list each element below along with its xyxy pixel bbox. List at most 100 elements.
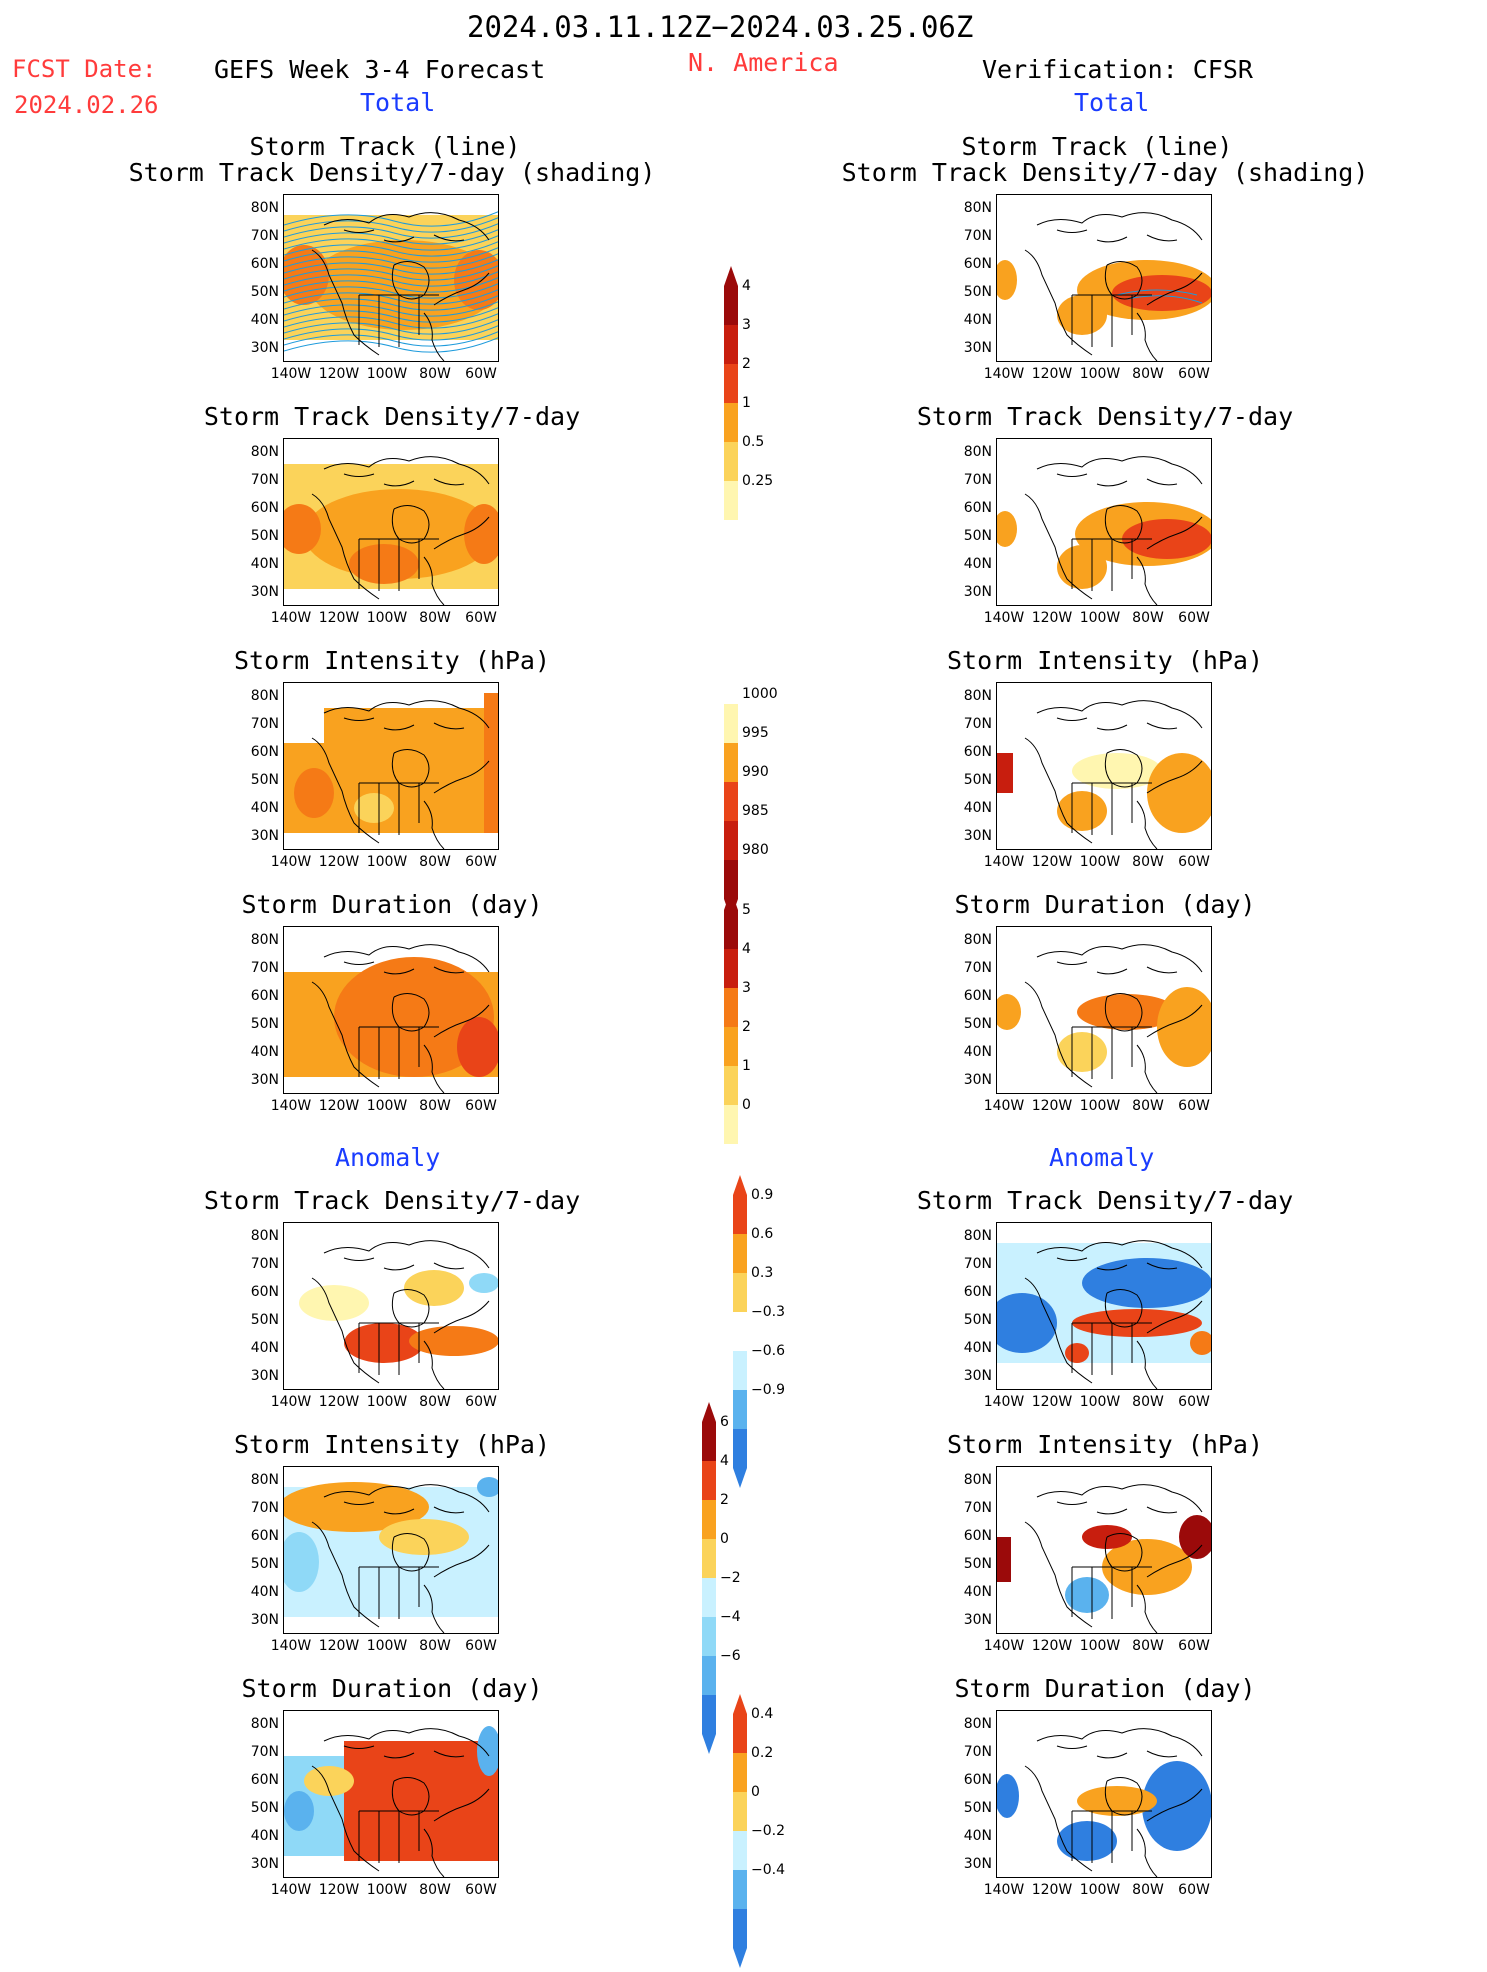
shade-region — [1057, 545, 1107, 589]
map-forecast-intensity-lon-tick: 80W — [419, 854, 451, 870]
colorbar-bottom-arrow — [733, 1948, 747, 1968]
shade-region — [1082, 1258, 1211, 1308]
map-verification-density — [996, 438, 1212, 606]
map-verification-density-lon-tick: 120W — [1031, 610, 1073, 626]
map-verification-intensity-lat-tick: 70N — [963, 716, 992, 732]
colorbar-segment — [724, 821, 738, 860]
map-forecast-density-lat-tick: 40N — [250, 556, 279, 572]
map-forecast-intensity-lon-tick: 100W — [366, 854, 408, 870]
shade-region — [477, 1726, 498, 1776]
map-verification-track-lon-tick: 100W — [1079, 366, 1121, 382]
colorbar-intensity-anom-label: 2 — [720, 1492, 729, 1508]
shade-region — [284, 1482, 429, 1532]
colorbar-segment — [733, 1753, 747, 1792]
map-forecast-density-lon-tick: 140W — [270, 610, 312, 626]
map-verification-intensity-lon-tick: 80W — [1132, 854, 1164, 870]
colorbar-segment — [724, 782, 738, 821]
left-anomaly-label: Anomaly — [335, 1143, 441, 1172]
colorbar-segment — [733, 1390, 747, 1429]
shade-region — [294, 768, 334, 818]
map-forecast-density-anom-lat-tick: 50N — [250, 1312, 279, 1328]
shade-region — [997, 1293, 1057, 1353]
map-forecast-duration-anom-lon-tick: 60W — [465, 1882, 497, 1898]
shade-region — [1112, 275, 1211, 311]
map-verification-density-anom-lon-tick: 140W — [983, 1394, 1025, 1410]
colorbar-segment — [733, 1312, 747, 1351]
colorbar-density-anom-label: 0.3 — [751, 1265, 774, 1281]
map-forecast-intensity-anom-lat-tick: 40N — [250, 1584, 279, 1600]
map-forecast-intensity-anom-lon-tick: 80W — [419, 1638, 451, 1654]
colorbar-duration-anom-label: −0.2 — [751, 1823, 785, 1839]
shade-region — [1077, 1786, 1157, 1816]
colorbar-segment — [724, 286, 738, 325]
colorbar-duration-total-label: 2 — [742, 1019, 751, 1035]
map-verification-intensity-anom-lat-tick: 40N — [963, 1584, 992, 1600]
map-verification-duration-lon-tick: 120W — [1031, 1098, 1073, 1114]
shade-region — [464, 504, 498, 564]
colorbar-intensity-anom-label: −6 — [720, 1648, 741, 1664]
colorbar-segment — [733, 1909, 747, 1948]
map-verification-track-lon-tick: 60W — [1178, 366, 1210, 382]
map-verification-duration-anom — [996, 1710, 1212, 1878]
map-forecast-duration-anom-lat-tick: 30N — [250, 1856, 279, 1872]
map-forecast-intensity-lat-tick: 70N — [250, 716, 279, 732]
map-verification-duration-anom-lat-tick: 60N — [963, 1772, 992, 1788]
shade-region — [409, 1326, 498, 1356]
colorbar-duration-anom-label: 0.4 — [751, 1706, 774, 1722]
map-forecast-intensity-anom-lat-tick: 80N — [250, 1472, 279, 1488]
colorbar-top-arrow — [724, 266, 738, 286]
map-forecast-duration-anom-lat-tick: 50N — [250, 1800, 279, 1816]
map-forecast-density-lat-tick: 80N — [250, 444, 279, 460]
colorbar-duration-total-label: 3 — [742, 980, 751, 996]
shade-region — [354, 793, 394, 823]
colorbar-intensity-total-label: 985 — [742, 803, 769, 819]
coastline-overlay — [311, 456, 490, 605]
shade-region — [334, 957, 494, 1077]
coastline-overlay — [311, 1728, 490, 1877]
map-verification-intensity-lat-tick: 40N — [963, 800, 992, 816]
map-verification-intensity-anom-lat-tick: 70N — [963, 1500, 992, 1516]
map-forecast-track-lon-tick: 100W — [366, 366, 408, 382]
colorbar-segment — [733, 1273, 747, 1312]
map-forecast-density-anom-lat-tick: 80N — [250, 1228, 279, 1244]
colorbar-segment — [733, 1234, 747, 1273]
map-forecast-duration-anom-lat-tick: 60N — [250, 1772, 279, 1788]
map-forecast-duration-lat-tick: 80N — [250, 932, 279, 948]
map-verification-intensity-lat-tick: 80N — [963, 688, 992, 704]
colorbar-segment — [724, 1066, 738, 1105]
panel-title-track-line-right: Storm Track (line) — [961, 132, 1233, 161]
shade-region — [284, 1791, 314, 1831]
panel-title-duration-right: Storm Duration (day) — [954, 890, 1256, 919]
shade-region — [997, 994, 1021, 1030]
colorbar-segment — [733, 1870, 747, 1909]
panel-title-intensity-anom-left: Storm Intensity (hPa) — [233, 1430, 551, 1459]
map-verification-duration-lat-tick: 50N — [963, 1016, 992, 1032]
colorbar-duration-total-label: 0 — [742, 1097, 751, 1113]
map-forecast-duration-lon-tick: 80W — [419, 1098, 451, 1114]
panel-title-intensity-right: Storm Intensity (hPa) — [946, 646, 1264, 675]
storm-track-lines — [284, 211, 498, 353]
map-verification-intensity-anom-lat-tick: 50N — [963, 1556, 992, 1572]
colorbar-density-total-label: 0.25 — [742, 473, 774, 489]
map-verification-intensity-anom-lon-tick: 60W — [1178, 1638, 1210, 1654]
map-verification-density-anom-lon-tick: 100W — [1079, 1394, 1121, 1410]
map-verification-duration-lon-tick: 100W — [1079, 1098, 1121, 1114]
map-verification-intensity-anom-lat-tick: 60N — [963, 1528, 992, 1544]
map-forecast-density-anom-lon-tick: 100W — [366, 1394, 408, 1410]
shade-region — [1179, 1515, 1211, 1559]
colorbar-segment — [702, 1578, 716, 1617]
map-verification-intensity-lon-tick: 100W — [1079, 854, 1121, 870]
colorbar-duration-anom-label: 0 — [751, 1784, 760, 1800]
colorbar-intensity-total-label: 1000 — [742, 686, 778, 702]
map-forecast-duration-lat-tick: 40N — [250, 1044, 279, 1060]
map-forecast-intensity-lat-tick: 40N — [250, 800, 279, 816]
coastline-overlay — [1024, 1484, 1203, 1633]
map-verification-intensity-anom-lat-tick: 30N — [963, 1612, 992, 1628]
shade-region — [1057, 295, 1107, 335]
colorbar-density-total-label: 0.5 — [742, 434, 765, 450]
map-verification-duration-anom-lat-tick: 70N — [963, 1744, 992, 1760]
colorbar-density-anom-label: −0.9 — [751, 1382, 785, 1398]
map-verification-intensity-anom — [996, 1466, 1212, 1634]
colorbar-segment — [702, 1461, 716, 1500]
colorbar-density-total-label: 3 — [742, 317, 751, 333]
